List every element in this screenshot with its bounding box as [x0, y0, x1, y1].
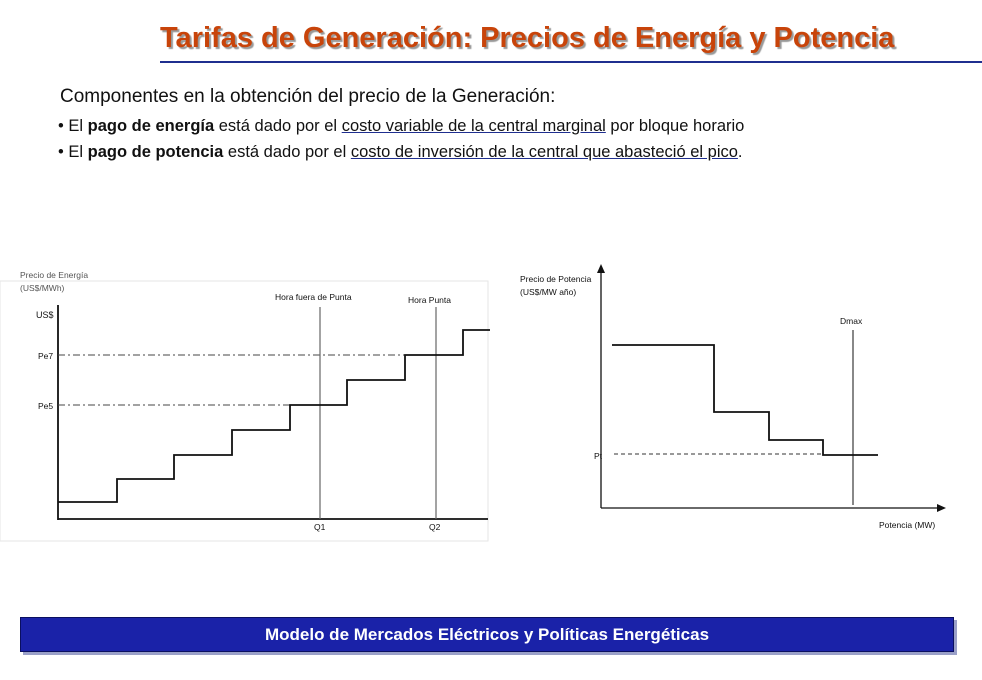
off-peak-label: Hora fuera de Punta — [275, 292, 352, 302]
bullet-energy-payment: • El pago de energía está dado por el co… — [58, 117, 744, 136]
bullet-text: . — [737, 143, 743, 161]
x-axis-arrow-icon — [937, 504, 946, 512]
y-axis-arrow-icon — [597, 264, 605, 273]
capacity-ylabel-line1: Precio de Potencia — [520, 274, 592, 284]
bullet-underlined-term: costo variable de la central marginal — [341, 117, 606, 135]
footer-banner: Modelo de Mercados Eléctricos y Política… — [20, 617, 954, 652]
bullet-text: está dado por el — [223, 143, 351, 161]
dmax-label: Dmax — [840, 316, 863, 326]
capacity-ylabel-line2: (US$/MW año) — [520, 287, 576, 297]
bullet-capacity-payment: • El pago de potencia está dado por el c… — [58, 143, 743, 162]
peak-label: Hora Punta — [408, 295, 451, 305]
bullet-text: está dado por el — [214, 117, 342, 135]
y-unit-label: US$ — [36, 310, 54, 320]
pt-label: Pt — [594, 451, 603, 461]
intro-text: Componentes en la obtención del precio d… — [60, 86, 556, 107]
bullet-bold-term: pago de potencia — [87, 143, 224, 161]
bullet-text: El — [68, 143, 88, 161]
energy-caption-line2: (US$/MWh) — [20, 283, 65, 293]
bullet-marker: • — [58, 143, 64, 161]
bullet-text: El — [68, 117, 88, 135]
pe7-label: Pe7 — [38, 351, 53, 361]
energy-price-diagram: Precio de Energía (US$/MWh) US$ Pe7 Pe5 … — [0, 270, 490, 542]
pe5-label: Pe5 — [38, 401, 53, 411]
slide-title: Tarifas de Generación: Precios de Energí… — [160, 22, 895, 54]
title-underline — [160, 61, 982, 63]
footer-text: Modelo de Mercados Eléctricos y Política… — [264, 624, 710, 644]
diagram-frame — [0, 280, 489, 542]
bullet-bold-term: pago de energía — [87, 117, 215, 135]
capacity-xlabel: Potencia (MW) — [879, 520, 935, 530]
q2-label: Q2 — [429, 522, 441, 532]
bullet-marker: • — [58, 117, 64, 135]
bullet-text: por bloque horario — [605, 117, 745, 135]
capacity-price-staircase — [612, 344, 878, 456]
energy-caption-line1: Precio de Energía — [20, 270, 88, 280]
bullet-underlined-term: costo de inversión de la central que aba… — [350, 143, 738, 161]
capacity-price-diagram: Precio de Potencia (US$/MW año) Potencia… — [520, 264, 946, 530]
q1-label: Q1 — [314, 522, 326, 532]
energy-price-staircase — [58, 329, 490, 503]
